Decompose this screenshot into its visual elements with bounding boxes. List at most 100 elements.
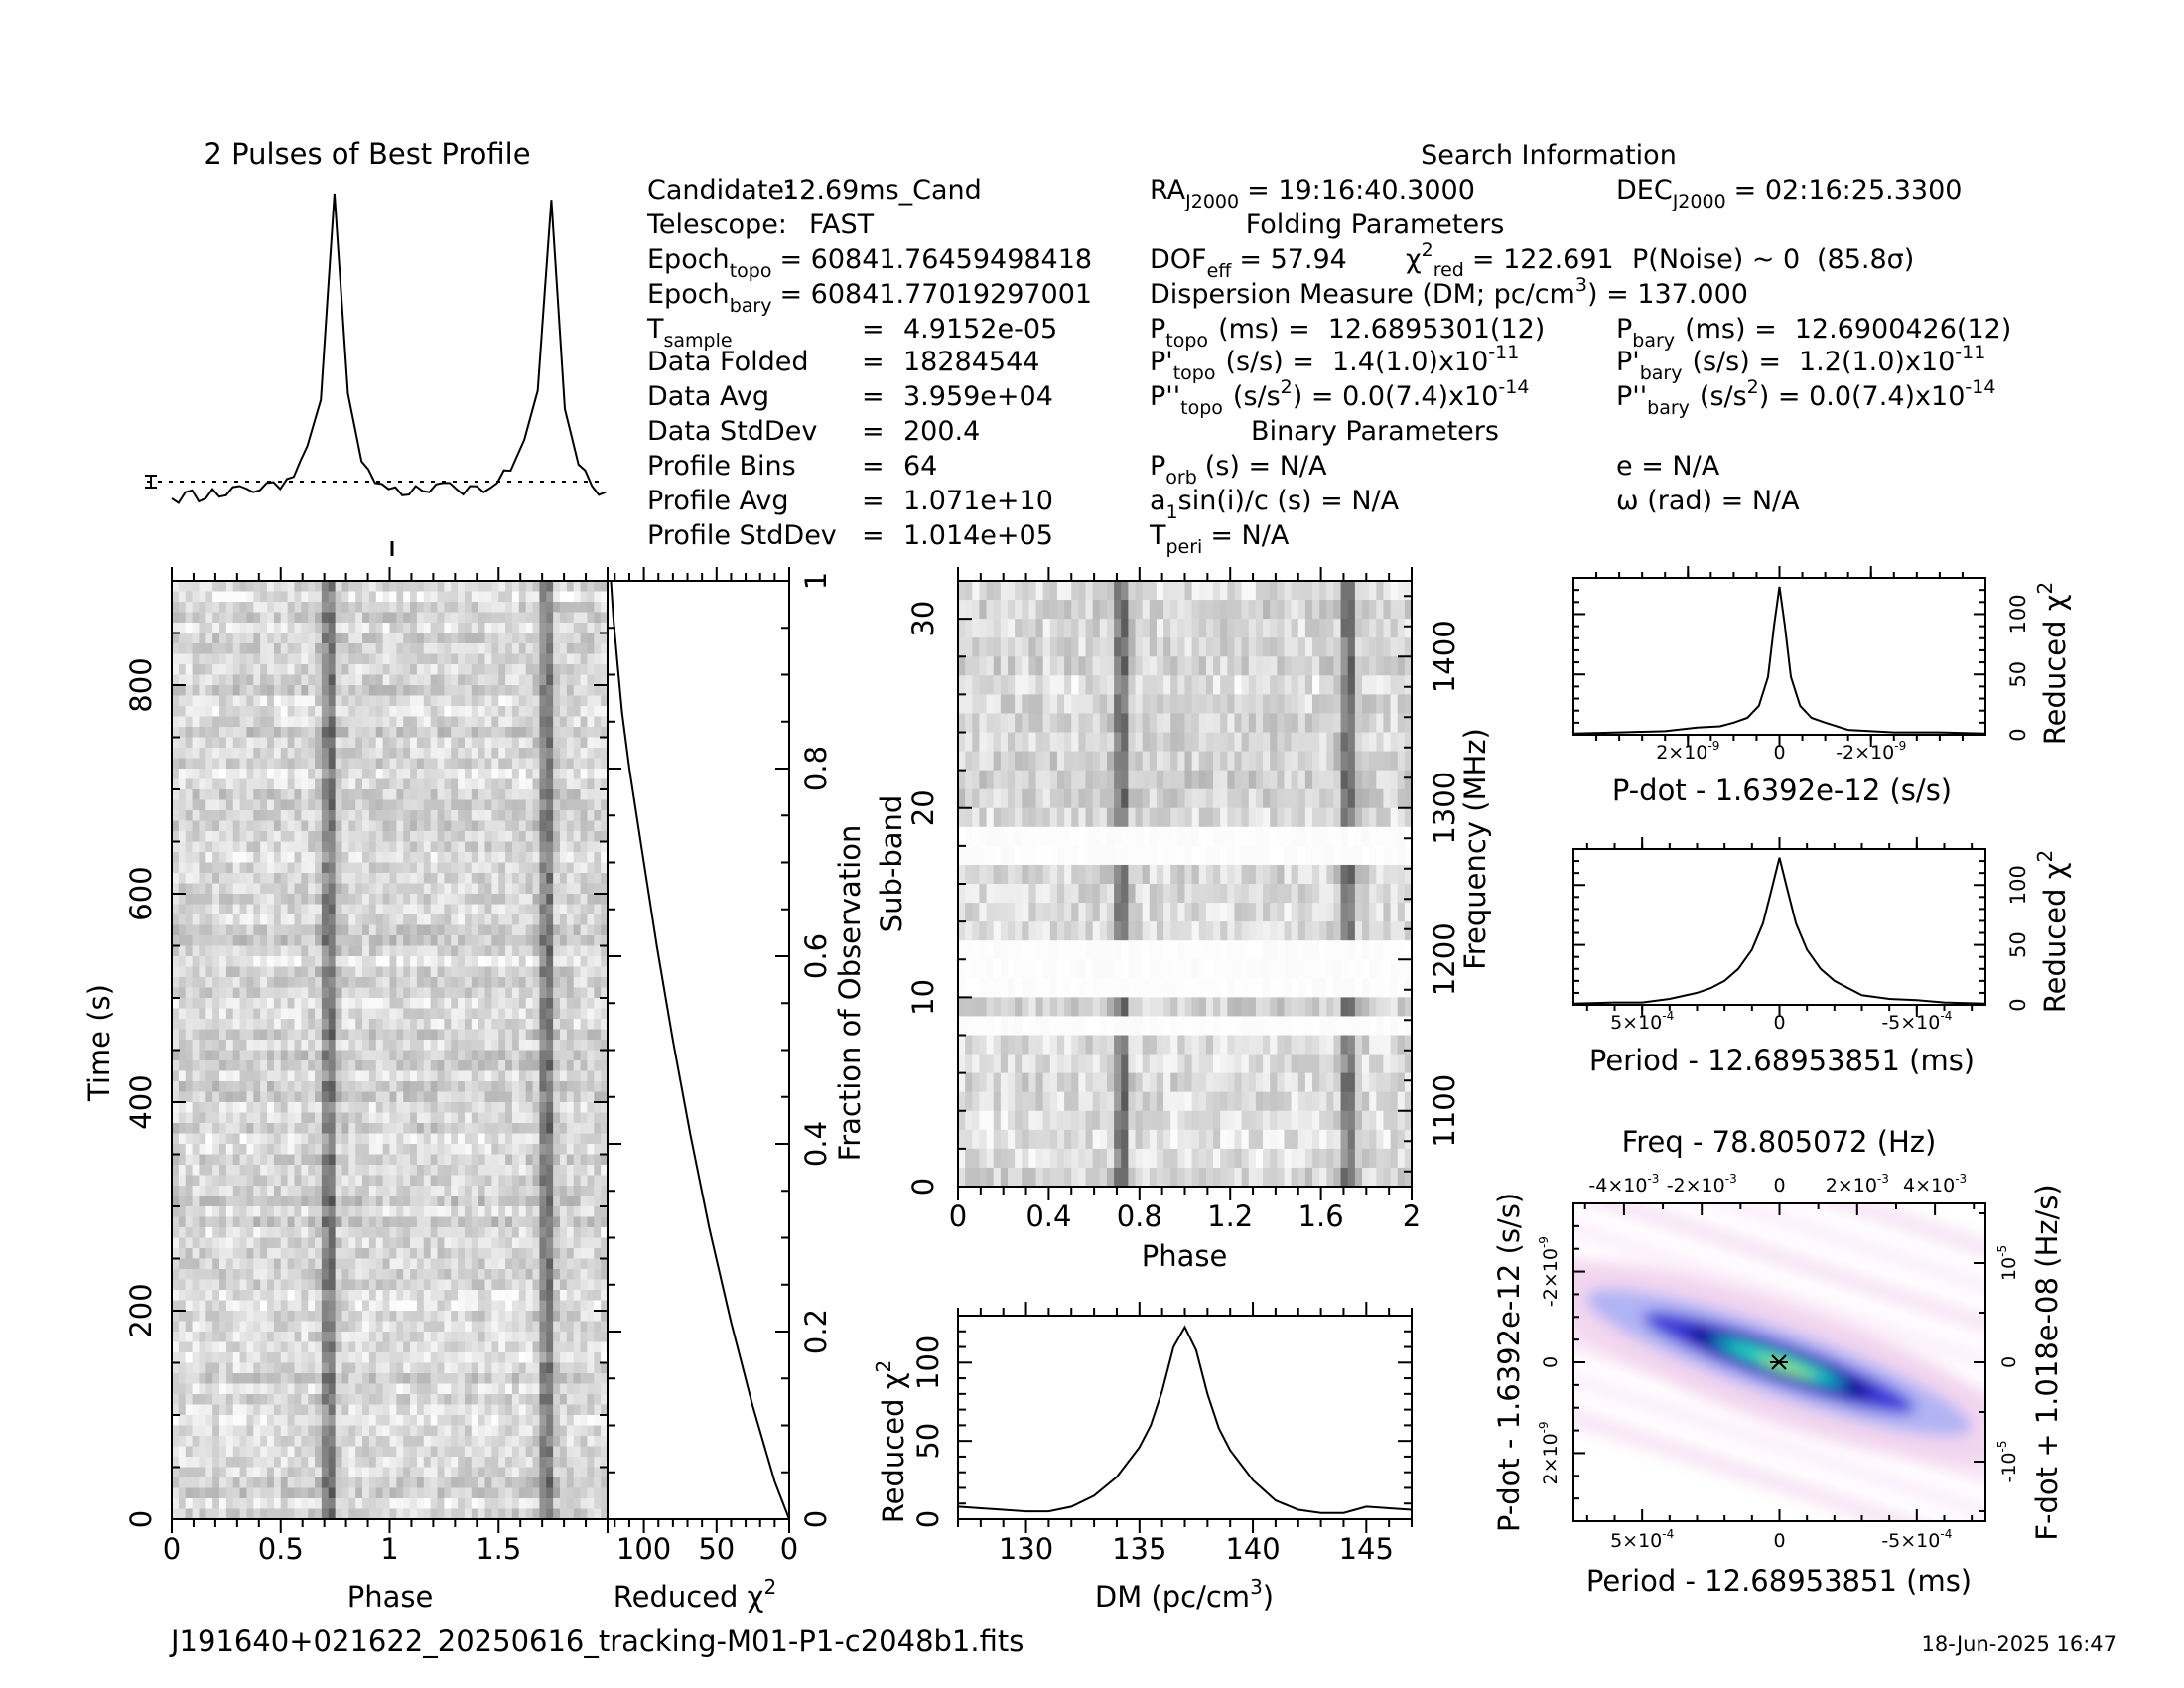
heat-cell — [239, 1112, 248, 1124]
heat-cell — [267, 623, 275, 634]
heat-cell — [280, 1321, 289, 1333]
heat-cell — [368, 883, 377, 895]
heat-cell — [225, 977, 234, 989]
heat-cell — [416, 883, 425, 895]
heat-cell — [546, 1362, 554, 1374]
heat-cell — [491, 612, 499, 624]
heat-cell — [260, 1341, 268, 1353]
heat-cell — [498, 1248, 506, 1260]
heat-cell — [518, 1300, 527, 1312]
heat-cell — [315, 1050, 323, 1061]
heat-cell — [580, 831, 589, 843]
heat-cell — [498, 841, 506, 853]
heat-cell — [498, 1332, 506, 1343]
heat-cell — [172, 653, 180, 665]
heat-cell — [484, 1332, 492, 1343]
heat-cell — [437, 602, 445, 614]
heat-cell — [232, 935, 241, 947]
heat-cell — [199, 1133, 206, 1145]
heat-cell — [451, 1258, 459, 1270]
heat-cell — [267, 841, 275, 853]
heat-cell — [212, 1237, 220, 1249]
heat-cell — [396, 1279, 404, 1291]
heat-cell — [423, 1144, 432, 1156]
heat-cell — [178, 716, 187, 728]
heat-cell — [573, 695, 582, 707]
heat-cell — [573, 1341, 582, 1353]
heat-cell — [471, 769, 479, 780]
heat-cell — [464, 862, 473, 874]
heat-cell — [239, 706, 248, 718]
heat-cell — [525, 1019, 534, 1031]
heat-cell — [498, 1196, 506, 1207]
heat-cell — [478, 789, 486, 801]
heat-cell — [559, 1070, 568, 1082]
heat-cell — [260, 1040, 268, 1052]
heat-cell — [444, 1258, 452, 1270]
heat-cell — [368, 977, 377, 989]
heat-cell — [396, 1112, 404, 1124]
heat-cell — [260, 1050, 268, 1061]
heat-cell — [464, 1196, 473, 1207]
heat-cell — [594, 1165, 602, 1177]
heat-cell — [410, 1300, 418, 1312]
heat-cell — [267, 1341, 275, 1353]
heat-cell — [185, 1019, 194, 1031]
heat-cell — [444, 1123, 452, 1135]
heat-cell — [321, 1290, 330, 1302]
heat-cell — [172, 1341, 180, 1353]
heat-cell — [294, 1144, 302, 1156]
heat-cell — [335, 581, 343, 593]
heat-cell — [172, 1133, 180, 1145]
heat-cell — [484, 831, 492, 843]
heat-cell — [382, 1227, 391, 1239]
heat-cell — [437, 727, 445, 739]
heat-cell — [471, 1029, 479, 1041]
heat-cell — [375, 1341, 384, 1353]
heat-cell — [430, 1144, 439, 1156]
heat-cell — [246, 1373, 254, 1385]
heat-cell — [328, 883, 337, 895]
heat-cell — [478, 831, 486, 843]
heat-cell — [532, 1060, 541, 1072]
heat-cell — [566, 852, 575, 864]
heat-cell — [260, 1237, 268, 1249]
heat-cell — [287, 727, 296, 739]
heat-cell — [355, 1186, 363, 1197]
heat-cell — [321, 924, 330, 936]
heat-cell — [328, 1154, 337, 1166]
heat-cell — [601, 1070, 609, 1082]
heat-cell — [444, 1060, 452, 1072]
heat-cell — [348, 894, 356, 906]
heat-cell — [525, 831, 534, 843]
heat-cell — [491, 945, 499, 957]
heat-cell — [464, 852, 473, 864]
heat-cell — [219, 1341, 227, 1353]
heat-cell — [341, 841, 349, 853]
heat-cell — [192, 1008, 201, 1020]
heat-cell — [205, 623, 213, 634]
heat-cell — [335, 1300, 343, 1312]
heat-cell — [525, 1258, 534, 1270]
heat-cell — [219, 1060, 227, 1072]
heat-cell — [246, 862, 254, 874]
heat-cell — [362, 966, 370, 978]
heat-cell — [199, 1311, 206, 1323]
heat-cell — [178, 841, 187, 853]
heat-cell — [478, 1175, 486, 1187]
heat-cell — [464, 1165, 473, 1177]
heat-cell — [362, 883, 370, 895]
heat-cell — [396, 602, 404, 614]
heat-cell — [368, 664, 377, 676]
heat-cell — [341, 820, 349, 832]
heat-cell — [444, 623, 452, 634]
heat-cell — [199, 653, 206, 665]
heat-cell — [294, 695, 302, 707]
heat-cell — [178, 1154, 187, 1166]
heat-cell — [368, 1227, 377, 1239]
heat-cell — [553, 664, 561, 676]
heat-cell — [232, 748, 241, 760]
heat-cell — [205, 664, 213, 676]
heat-cell — [368, 1165, 377, 1177]
heat-cell — [273, 737, 282, 749]
